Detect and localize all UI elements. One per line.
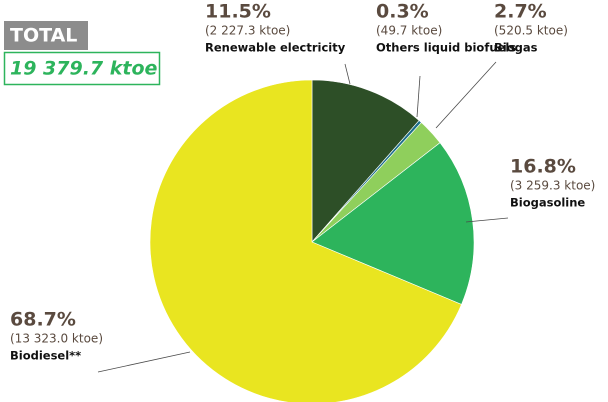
slice-percent: 16.8% xyxy=(510,156,576,178)
leader-line xyxy=(97,351,191,373)
slice-percent: 2.7% xyxy=(494,1,547,23)
slice-amount: (49.7 ktoe) xyxy=(376,24,442,38)
total-value-box xyxy=(3,51,161,86)
slice-percent: 11.5% xyxy=(205,1,271,23)
slice-amount: (2 227.3 ktoe) xyxy=(205,24,290,38)
slice-name: Biogas xyxy=(494,41,538,55)
pie-slice xyxy=(149,79,462,402)
total-label: TOTAL xyxy=(10,25,77,47)
slice-name: Others liquid biofuels xyxy=(376,41,516,55)
slice-name: Biodiesel** xyxy=(10,349,81,363)
slice-name: Biogasoline xyxy=(510,196,585,210)
slice-amount: (3 259.3 ktoe) xyxy=(510,179,595,193)
pie-slice xyxy=(311,142,475,305)
leader-line xyxy=(465,217,509,223)
total-label-box xyxy=(4,21,88,50)
total-value: 19 379.7 ktoe xyxy=(10,58,158,80)
slice-amount: (520.5 ktoe) xyxy=(494,24,568,38)
leader-line xyxy=(435,61,497,129)
slice-percent: 0.3% xyxy=(376,1,429,23)
slice-percent: 68.7% xyxy=(10,309,76,331)
pie-slice xyxy=(311,79,420,243)
slice-amount: (13 323.0 ktoe) xyxy=(10,332,103,346)
slice-name: Renewable electricity xyxy=(205,41,346,55)
leader-line xyxy=(344,63,351,85)
leader-line xyxy=(416,75,421,118)
